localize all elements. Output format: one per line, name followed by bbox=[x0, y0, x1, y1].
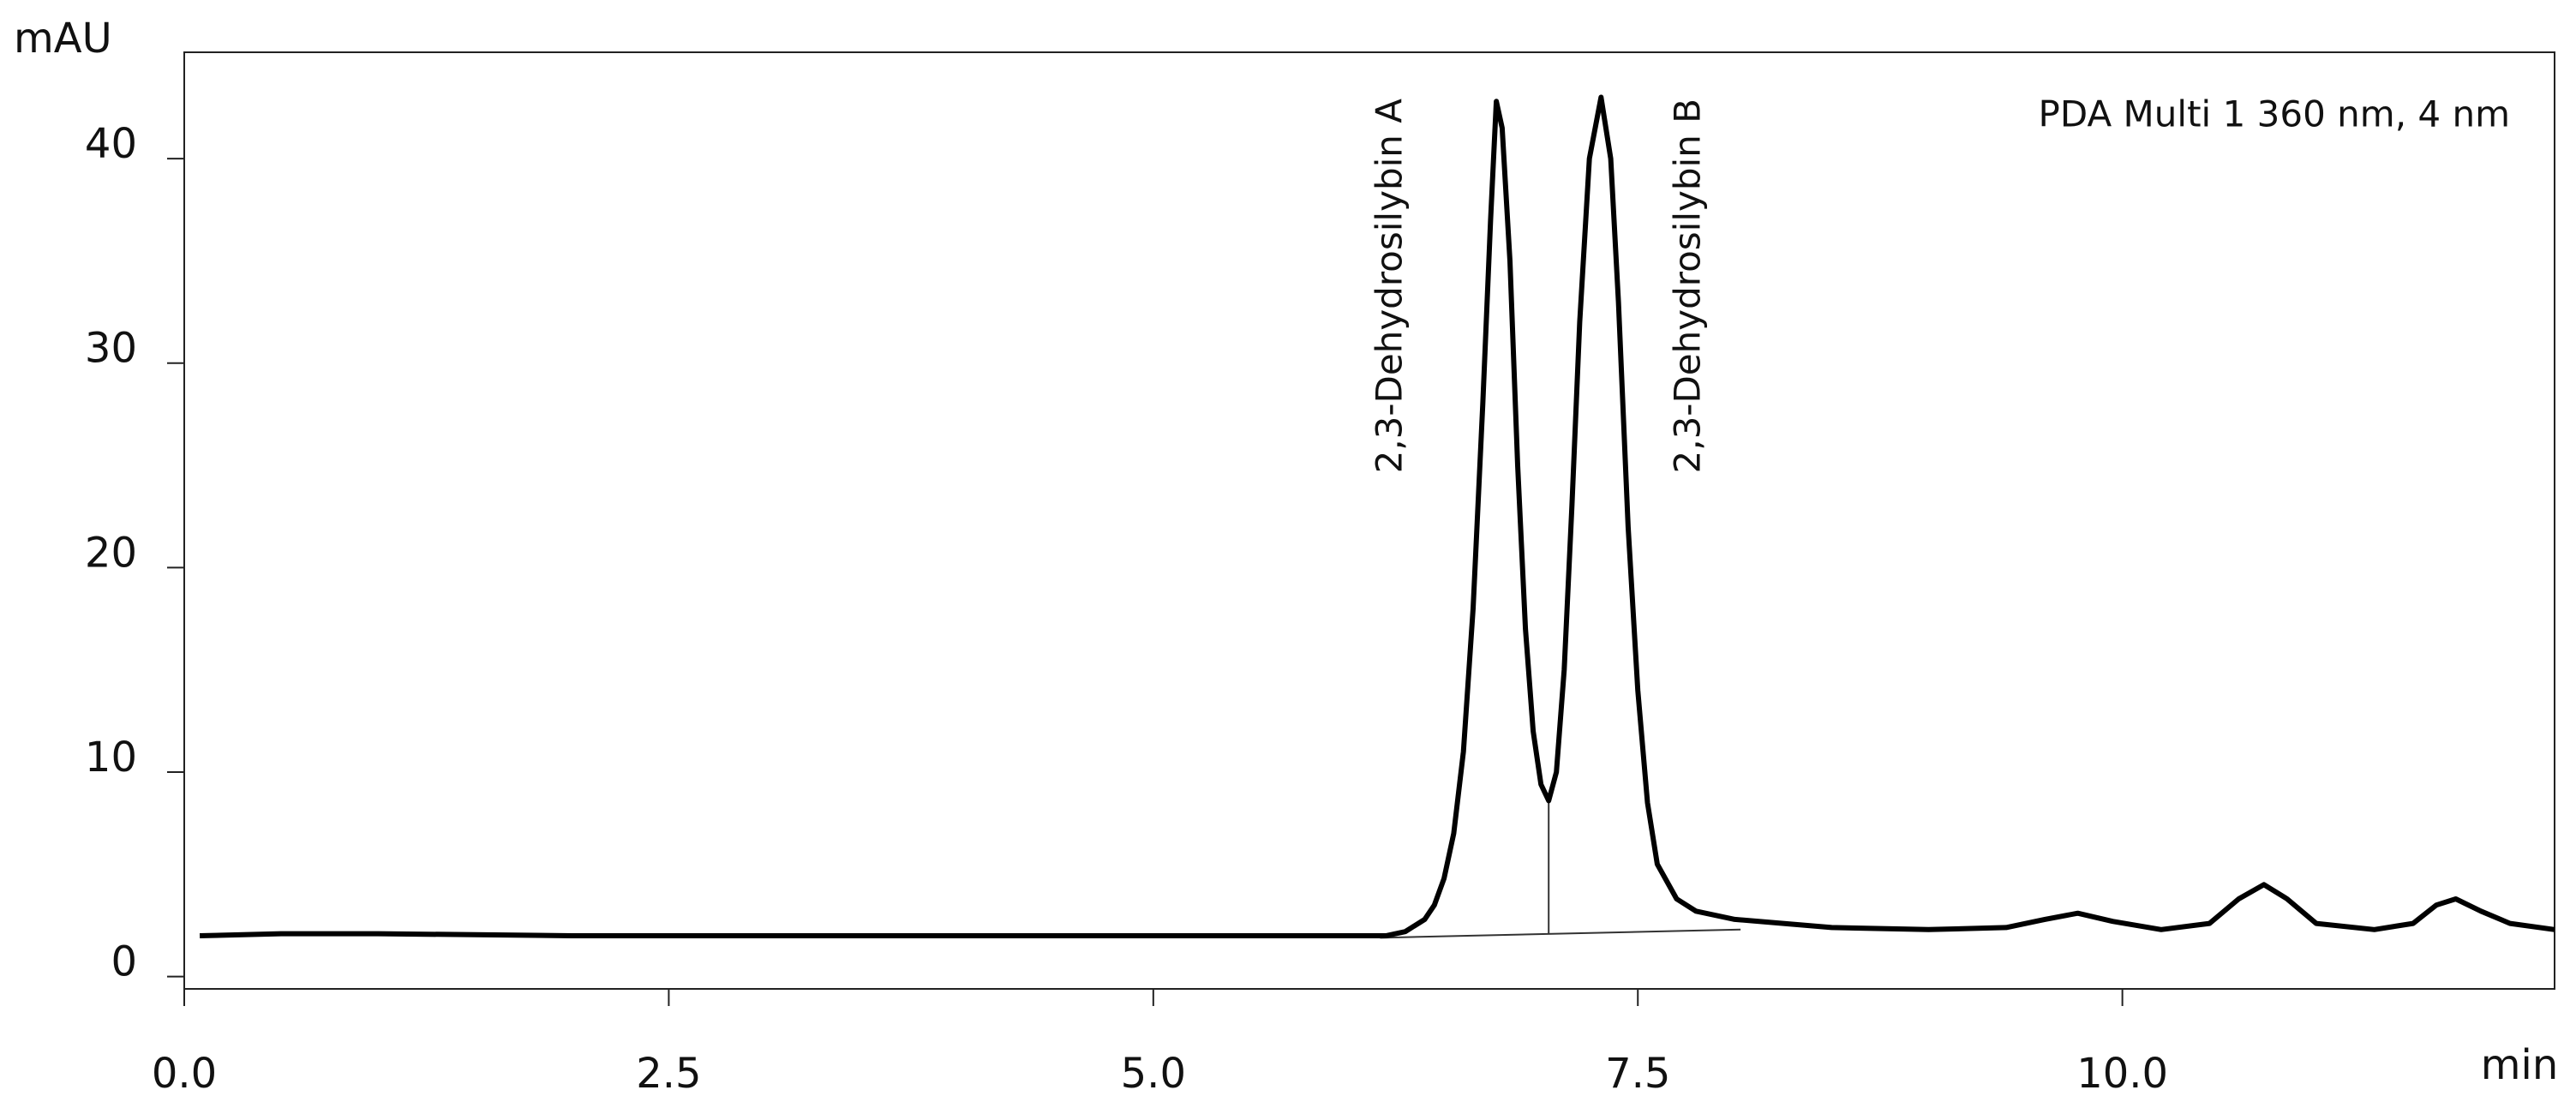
x-tick-label: 0.0 bbox=[152, 1050, 217, 1098]
x-axis-label: min bbox=[2481, 1041, 2559, 1089]
y-tick-label: 10 bbox=[85, 734, 137, 782]
peak-label: 2,3-Dehydrosilybin A bbox=[1369, 99, 1411, 474]
peak-label: 2,3-Dehydrosilybin B bbox=[1667, 99, 1709, 474]
y-tick-label: 30 bbox=[85, 325, 137, 373]
trace bbox=[200, 94, 2555, 938]
x-tick-label: 5.0 bbox=[1121, 1050, 1186, 1098]
y-tick-label: 40 bbox=[85, 120, 137, 168]
detector-label: PDA Multi 1 360 nm, 4 nm bbox=[2039, 93, 2510, 135]
y-axis-label: mAU bbox=[14, 15, 112, 63]
plot-frame bbox=[183, 51, 2555, 990]
x-tick-label: 2.5 bbox=[636, 1050, 701, 1098]
x-tick-label: 10.0 bbox=[2076, 1050, 2168, 1098]
y-tick-label: 20 bbox=[85, 529, 137, 577]
x-tick-label: 7.5 bbox=[1605, 1050, 1670, 1098]
integration-line bbox=[1380, 928, 1741, 939]
y-tick-label: 0 bbox=[111, 938, 137, 986]
